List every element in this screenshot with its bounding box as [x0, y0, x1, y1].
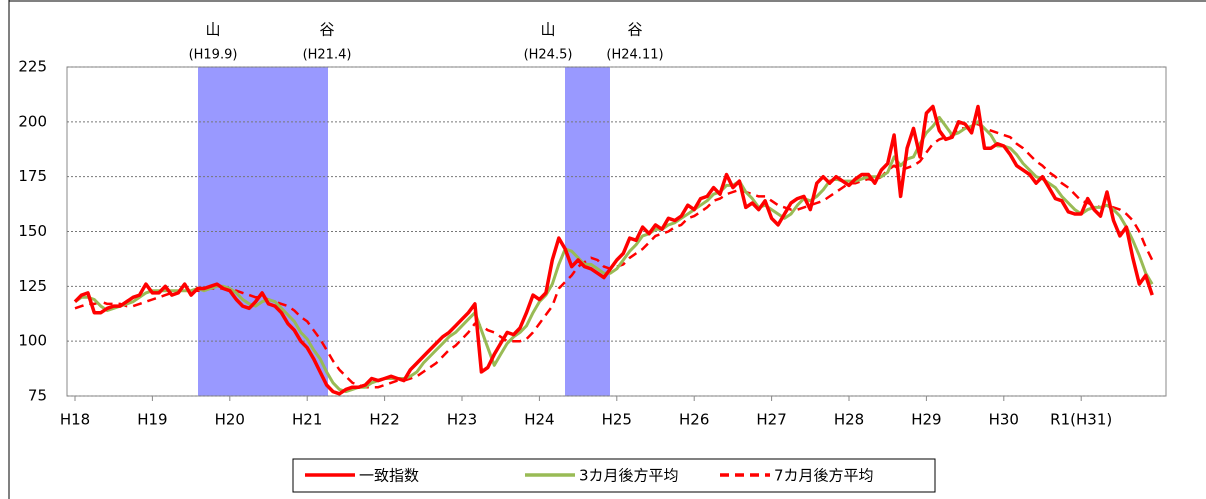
y-tick-label: 225 [18, 58, 47, 76]
annotation-date: (H24.5) [524, 48, 573, 63]
y-tick-label: 150 [18, 222, 47, 240]
annotation-date: (H21.4) [303, 48, 352, 63]
annotation-date: (H24.11) [606, 48, 663, 63]
x-tick-label: H25 [602, 411, 632, 429]
x-tick-label: H22 [369, 411, 399, 429]
annotation: 谷 [319, 21, 334, 39]
x-tick-label: H26 [679, 411, 709, 429]
y-tick-label: 100 [18, 332, 47, 350]
y-tick-label: 200 [18, 112, 47, 130]
x-tick-label: H28 [834, 411, 864, 429]
legend-label: 一致指数 [359, 467, 419, 485]
legend-label: 7カ月後方平均 [774, 467, 874, 485]
x-tick-label: H20 [215, 411, 245, 429]
annotation: 山 [540, 21, 555, 39]
x-tick-label: H29 [911, 411, 941, 429]
x-tick-label: H18 [60, 411, 90, 429]
series-line [74, 122, 1154, 389]
annotation-date: (H19.9) [189, 48, 238, 63]
y-tick-label: 125 [18, 277, 47, 295]
annotation: 谷 [627, 21, 642, 39]
x-tick-label: H21 [292, 411, 322, 429]
series-line [73, 104, 1154, 396]
legend [292, 458, 936, 493]
legend-label: 3カ月後方平均 [579, 467, 679, 485]
x-tick-label: H27 [756, 411, 786, 429]
annotation: 山 [205, 21, 220, 39]
x-tick-label: H24 [524, 411, 554, 429]
y-tick-label: 75 [28, 387, 47, 405]
y-tick-label: 175 [18, 167, 47, 185]
x-tick-label: R1(H31) [1050, 411, 1112, 429]
x-tick-label: H30 [989, 411, 1019, 429]
x-tick-label: H23 [447, 411, 477, 429]
x-tick-label: H19 [137, 411, 167, 429]
